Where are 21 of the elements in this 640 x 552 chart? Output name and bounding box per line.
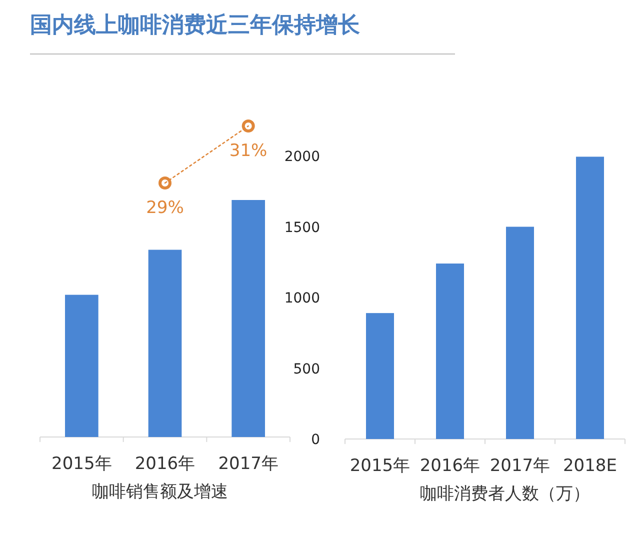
bar [366, 313, 394, 439]
bar [576, 156, 604, 439]
y-tick-label: 0 [311, 432, 320, 448]
x-tick-label: 2015年 [350, 456, 410, 476]
y-tick-label: 1000 [284, 290, 320, 306]
x-tick-label: 2018E [562, 456, 618, 476]
chart-title: 国内线上咖啡消费近三年保持增长 [30, 12, 361, 38]
x-tick-label: 2016年 [420, 456, 480, 476]
x-tick-label: 2017年 [218, 454, 278, 474]
x-tick-label: 2015年 [52, 454, 112, 474]
x-axis-title: 咖啡销售额及增速 [92, 482, 228, 502]
x-tick-label: 2016年 [134, 454, 196, 474]
bar [506, 226, 534, 439]
y-tick-label: 2000 [284, 149, 320, 165]
y-tick-label: 500 [293, 361, 320, 378]
data-label: 29% [146, 198, 184, 218]
data-label: 31% [229, 141, 268, 161]
bar [436, 264, 464, 439]
y-tick-label: 1500 [284, 220, 320, 236]
x-axis-title: 咖啡消费者人数（万） [420, 484, 590, 504]
x-tick-label: 2017年 [490, 456, 550, 476]
